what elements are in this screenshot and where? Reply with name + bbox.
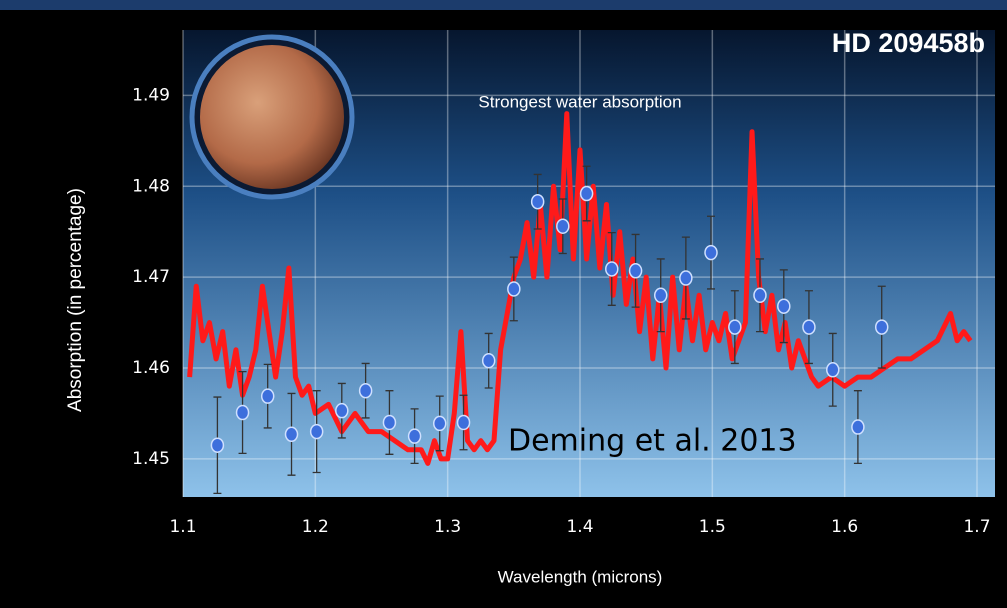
data-point bbox=[802, 319, 816, 335]
data-point bbox=[628, 263, 643, 279]
y-tick-label: 1.45 bbox=[132, 449, 170, 469]
y-tick-label: 1.49 bbox=[132, 85, 170, 105]
caption: Deming et al. 2013 bbox=[508, 424, 797, 459]
planet bbox=[200, 45, 344, 189]
annotation: Strongest water absorption bbox=[478, 92, 681, 111]
x-tick-label: 1.6 bbox=[831, 517, 858, 537]
data-point bbox=[260, 388, 275, 404]
data-point bbox=[507, 281, 521, 297]
data-point bbox=[556, 218, 570, 234]
x-tick-label: 1.3 bbox=[434, 517, 461, 537]
data-point bbox=[481, 352, 496, 369]
y-axis-label: Absorption (in percentage) bbox=[65, 188, 86, 412]
y-tick-label: 1.46 bbox=[132, 358, 170, 378]
x-tick-label: 1.4 bbox=[566, 517, 593, 537]
chart-title: HD 209458b bbox=[832, 28, 985, 58]
data-point bbox=[456, 414, 471, 431]
data-point bbox=[826, 362, 840, 378]
y-tick-label: 1.47 bbox=[132, 267, 170, 287]
top-strip bbox=[0, 0, 1007, 10]
data-point bbox=[704, 244, 718, 261]
data-point bbox=[679, 270, 693, 286]
data-point bbox=[851, 419, 865, 435]
x-tick-label: 1.2 bbox=[302, 517, 329, 537]
data-point bbox=[309, 423, 324, 440]
data-point bbox=[728, 319, 742, 335]
data-point bbox=[210, 437, 225, 453]
y-tick-label: 1.48 bbox=[132, 176, 170, 196]
data-point bbox=[605, 261, 619, 277]
data-point bbox=[358, 382, 373, 399]
data-point bbox=[284, 426, 299, 443]
data-point bbox=[382, 414, 397, 431]
data-point bbox=[530, 193, 545, 210]
model-line bbox=[187, 111, 973, 466]
x-tick-label: 1.1 bbox=[169, 517, 196, 537]
data-point bbox=[777, 298, 791, 314]
data-point bbox=[235, 404, 250, 421]
data-point bbox=[874, 319, 889, 335]
x-tick-label: 1.7 bbox=[963, 517, 990, 537]
data-point bbox=[653, 287, 668, 304]
x-axis-label: Wavelength (microns) bbox=[498, 567, 663, 586]
x-tick-label: 1.5 bbox=[699, 517, 726, 537]
data-point bbox=[579, 185, 594, 202]
data-point bbox=[407, 428, 422, 444]
data-point bbox=[335, 402, 349, 419]
data-point bbox=[432, 415, 447, 432]
data-point bbox=[753, 287, 767, 304]
